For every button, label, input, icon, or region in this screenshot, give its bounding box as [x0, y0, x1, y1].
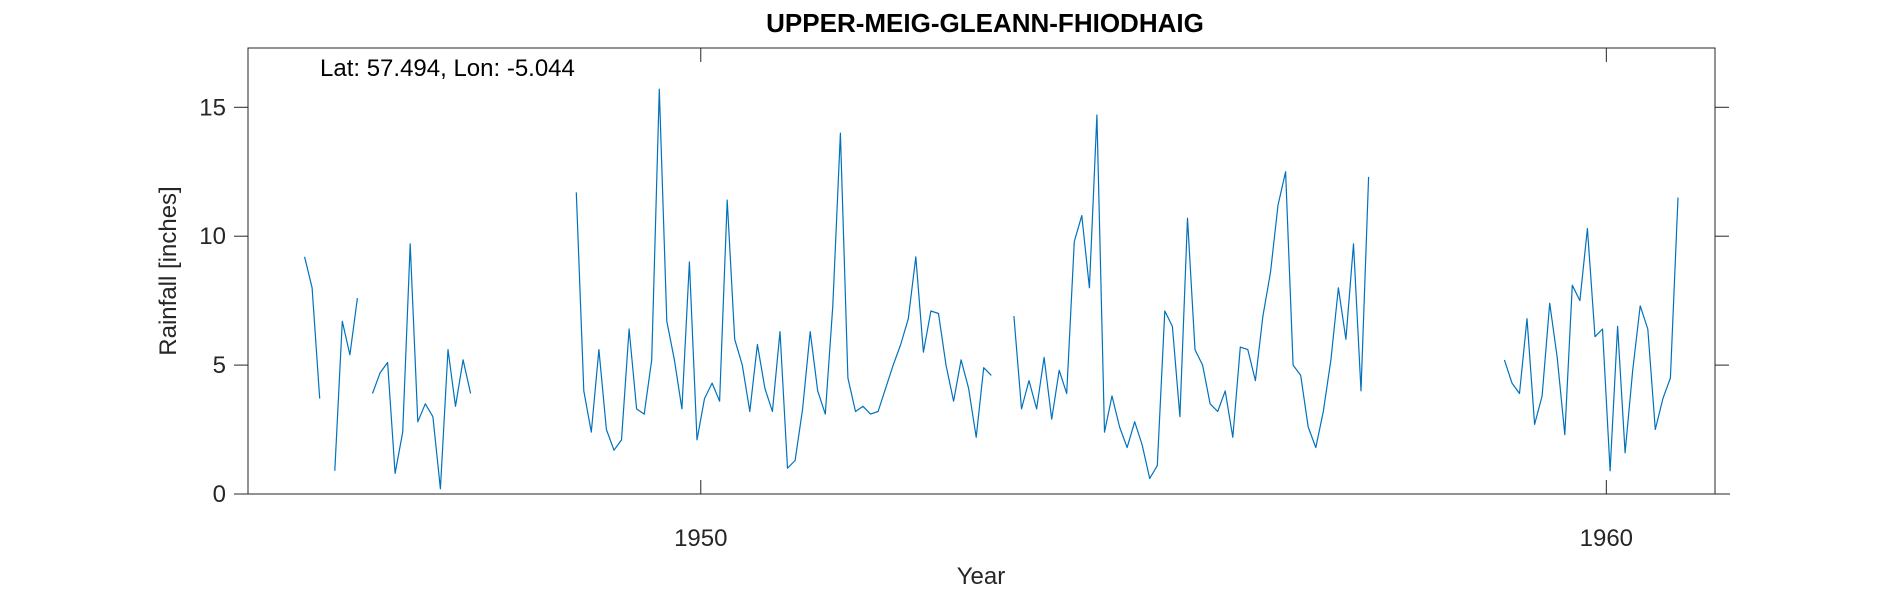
y-tick-label: 10 — [199, 223, 226, 250]
y-tick-label: 0 — [213, 481, 226, 508]
location-annotation: Lat: 57.494, Lon: -5.044 — [320, 55, 575, 82]
x-tick-label: 1960 — [1580, 525, 1633, 552]
x-axis-label: Year — [957, 563, 1006, 590]
x-axis: 1950 1960 — [674, 48, 1633, 552]
y-axis: 0 5 10 15 — [199, 94, 1729, 508]
y-tick-label: 5 — [213, 352, 226, 379]
chart-title: UPPER-MEIG-GLEANN-FHIODHAIG — [766, 8, 1204, 38]
plot-area-frame — [247, 47, 1716, 495]
series-group — [304, 88, 1679, 490]
y-tick-label: 15 — [199, 94, 226, 121]
y-axis-label: Rainfall [inches] — [155, 186, 182, 355]
rainfall-series-line — [304, 88, 1679, 490]
x-tick-label: 1950 — [674, 525, 727, 552]
